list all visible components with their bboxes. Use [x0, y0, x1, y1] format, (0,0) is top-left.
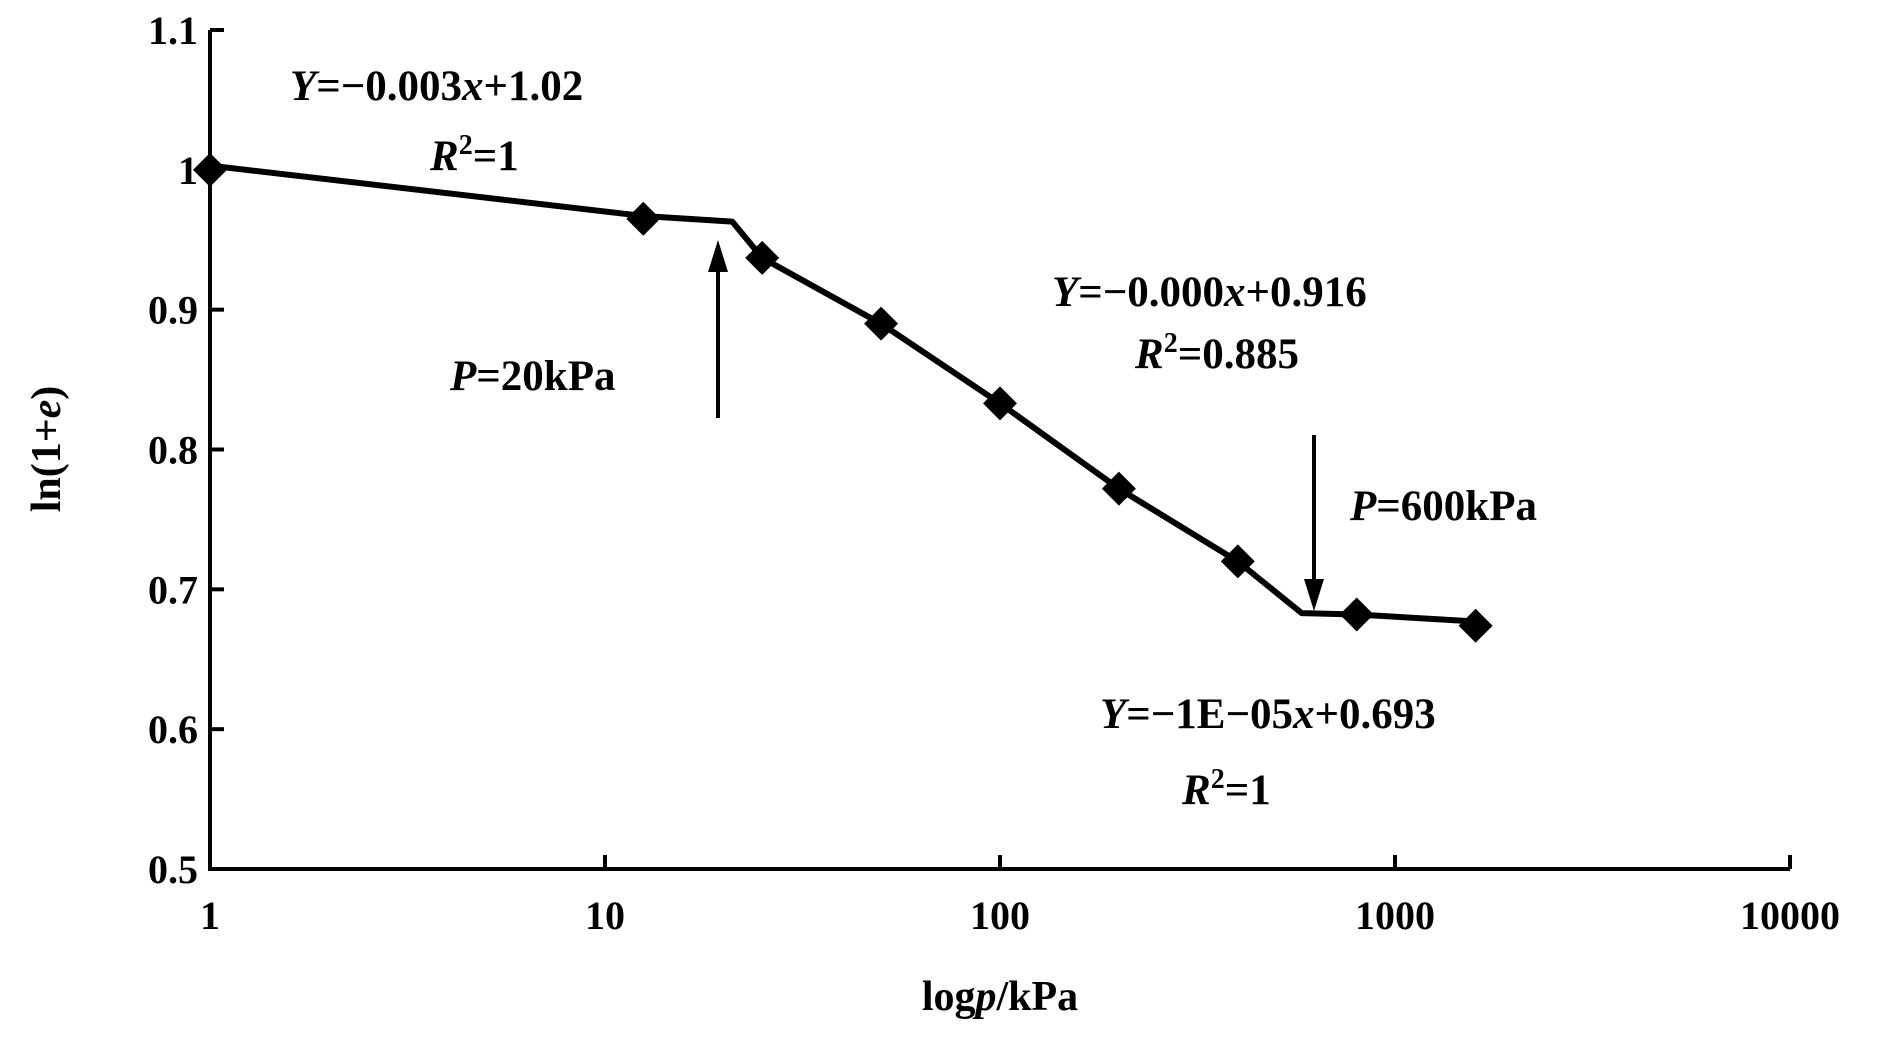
arrowhead-down-icon — [1304, 579, 1324, 611]
data-point — [193, 152, 227, 187]
y-tick-label: 1.1 — [148, 8, 198, 53]
data-point — [626, 201, 661, 236]
x-ticks: 1 10 100 1000 10000 — [200, 855, 1840, 938]
y-tick-label: 0.5 — [148, 847, 198, 892]
data-points — [193, 152, 1493, 643]
marker-600kpa-label: P=600kPa — [1349, 483, 1537, 530]
marker-20kpa-label: P=20kPa — [449, 353, 615, 400]
y-tick-label: 0.9 — [148, 288, 198, 333]
fit-line — [209, 162, 1476, 625]
x-tick-label: 1 — [200, 893, 220, 938]
y-tick-label: 0.8 — [148, 428, 198, 473]
data-point — [983, 386, 1017, 421]
r-squared-1: R2=1 — [429, 130, 519, 180]
data-point — [864, 306, 899, 341]
data-point — [1101, 471, 1136, 506]
y-axis-title: ln(1+e) — [24, 386, 70, 513]
data-point — [1339, 597, 1374, 632]
y-tick-label: 1 — [178, 148, 198, 193]
equation-3: Y=−1E−05x+0.693 — [1100, 691, 1436, 738]
y-ticks: 0.5 0.6 0.7 0.8 0.9 1 1.1 — [148, 8, 224, 892]
x-tick-label: 100 — [970, 893, 1030, 938]
y-tick-label: 0.6 — [148, 707, 198, 752]
x-tick-label: 1000 — [1355, 893, 1435, 938]
marker-20kpa: P=20kPa — [449, 240, 728, 418]
r-squared-2: R2=0.885 — [1134, 328, 1299, 378]
equation-1: Y=−0.003x+1.02 — [290, 63, 583, 110]
data-point — [1220, 544, 1255, 579]
x-tick-label: 10 — [585, 893, 625, 938]
x-tick-label: 10000 — [1740, 893, 1840, 938]
data-point — [1458, 608, 1493, 643]
data-point — [745, 240, 780, 275]
arrowhead-up-icon — [708, 240, 728, 272]
equation-2: Y=−0.000x+0.916 — [1052, 269, 1367, 316]
x-axis-title: logp/kPa — [922, 974, 1078, 1020]
axes: 0.5 0.6 0.7 0.8 0.9 1 1.1 1 10 100 1000 10000 — [148, 8, 1840, 938]
r-squared-3: R2=1 — [1181, 764, 1271, 814]
y-tick-label: 0.7 — [148, 567, 198, 612]
marker-600kpa: P=600kPa — [1304, 435, 1537, 611]
